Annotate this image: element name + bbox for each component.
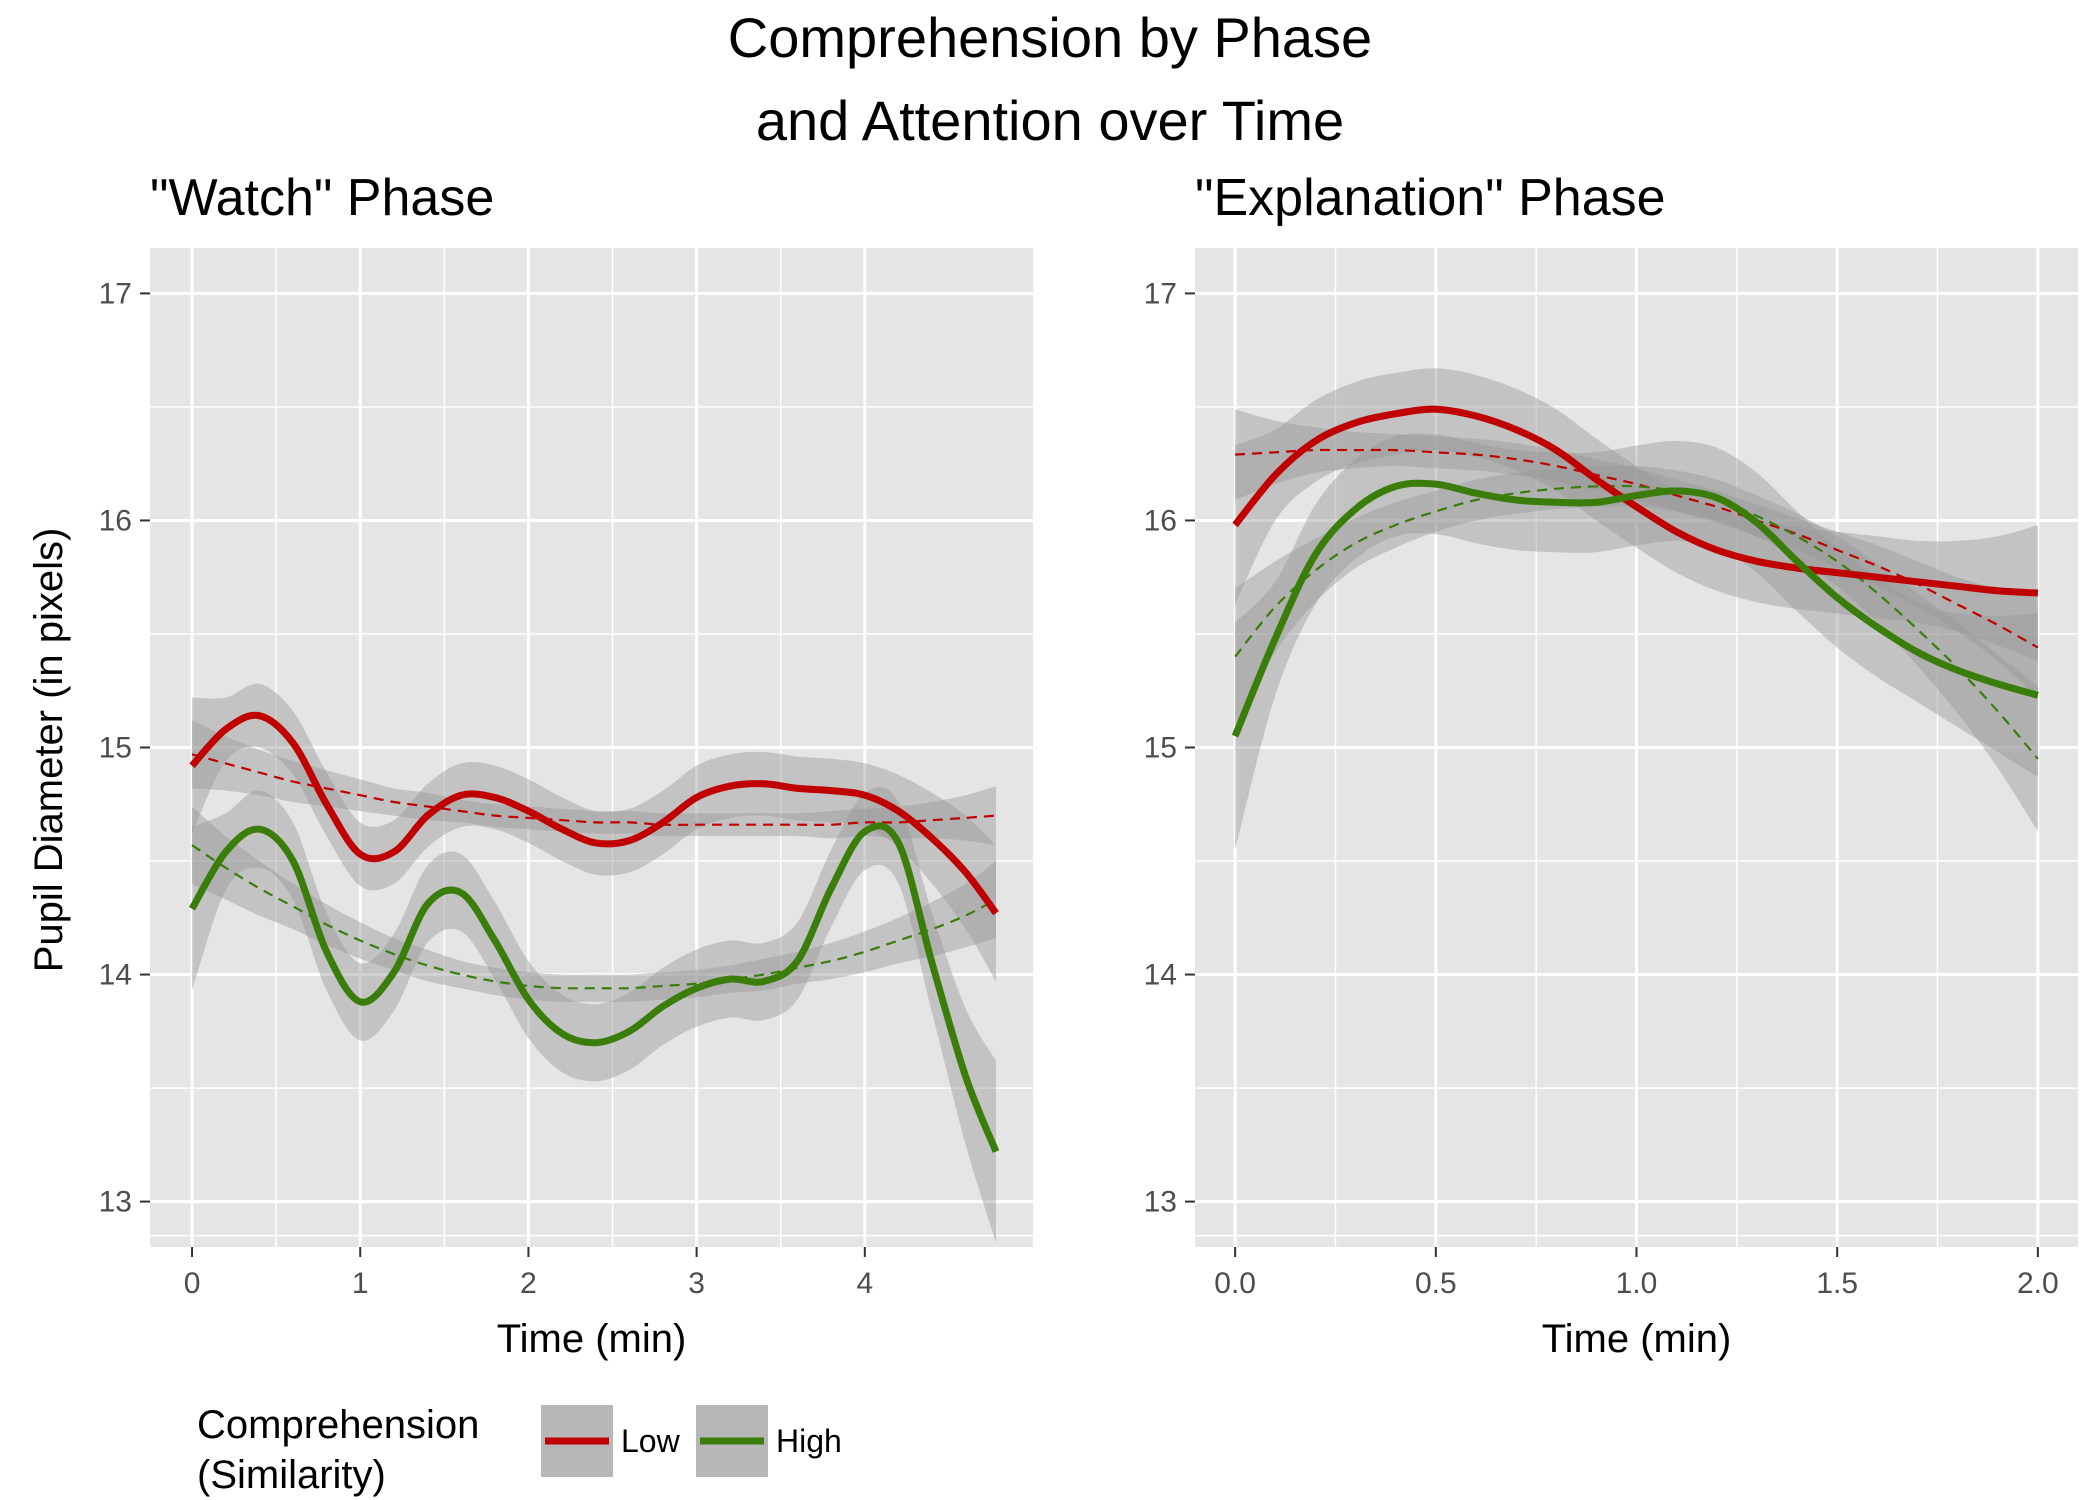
y-tick-label: 13: [1144, 1186, 1177, 1219]
trend-line-low: [191, 753, 997, 826]
x-tick-label: 1.5: [1816, 1267, 1858, 1300]
trend-line-high: [191, 844, 997, 990]
smooth-ribbon-low: [1235, 368, 2038, 662]
legend-label-high: High: [776, 1423, 842, 1459]
smooth-ribbon-high: [1235, 433, 2038, 850]
y-axis-title: Pupil Diameter (in pixels): [27, 528, 71, 973]
figure-title-line2: and Attention over Time: [756, 89, 1344, 152]
panel-title: "Watch" Phase: [150, 169, 494, 227]
legend: Comprehension (Similarity) Low High: [197, 1403, 842, 1497]
legend-title-line2: (Similarity): [197, 1453, 386, 1497]
x-tick-label: 4: [856, 1267, 873, 1300]
x-axis-title: Time (min): [497, 1317, 687, 1361]
trend-line-high: [1234, 484, 2039, 760]
x-tick-label: 3: [688, 1267, 705, 1300]
y-tick-label: 16: [99, 504, 132, 537]
y-tick-label: 14: [99, 959, 132, 992]
trend-ribbon-high: [1235, 465, 2038, 832]
figure-title-line1: Comprehension by Phase: [728, 6, 1372, 69]
y-tick-label: 17: [99, 277, 132, 310]
legend-title-line1: Comprehension: [197, 1403, 479, 1447]
y-tick-label: 17: [1144, 277, 1177, 310]
y-tick-label: 15: [99, 732, 132, 765]
x-tick-label: 1.0: [1616, 1267, 1658, 1300]
y-tick-label: 15: [1144, 732, 1177, 765]
x-axis-title: Time (min): [1542, 1317, 1732, 1361]
trend-ribbon-low: [192, 720, 996, 846]
y-tick-label: 14: [1144, 959, 1177, 992]
panel-title: "Explanation" Phase: [1195, 169, 1666, 227]
smooth-line-low: [189, 711, 999, 916]
x-tick-label: 2.0: [2017, 1267, 2059, 1300]
x-tick-label: 0: [184, 1267, 201, 1300]
explanation-phase-panel: 13 14 15 16 17 0.0 0.5 1.0 1.5 2.0 "Explanation" P…: [1144, 169, 2078, 1361]
smooth-ribbon-high: [192, 786, 996, 1243]
smooth-ribbon-low: [192, 683, 996, 982]
smooth-line-low: [1232, 405, 2039, 597]
y-tick-label: 13: [99, 1186, 132, 1219]
y-tick-label: 16: [1144, 504, 1177, 537]
x-tick-label: 0.0: [1214, 1267, 1256, 1300]
x-tick-label: 2: [520, 1267, 537, 1300]
smooth-line-high: [188, 822, 1000, 1153]
smooth-line-high: [1231, 479, 2039, 738]
x-tick-label: 1: [352, 1267, 369, 1300]
watch-phase-panel: 13 14 15 16 17 0 1 2 3 4 "Watch" Phase Time (min): [99, 169, 1033, 1361]
x-tick-label: 0.5: [1415, 1267, 1457, 1300]
legend-label-low: Low: [621, 1423, 681, 1459]
